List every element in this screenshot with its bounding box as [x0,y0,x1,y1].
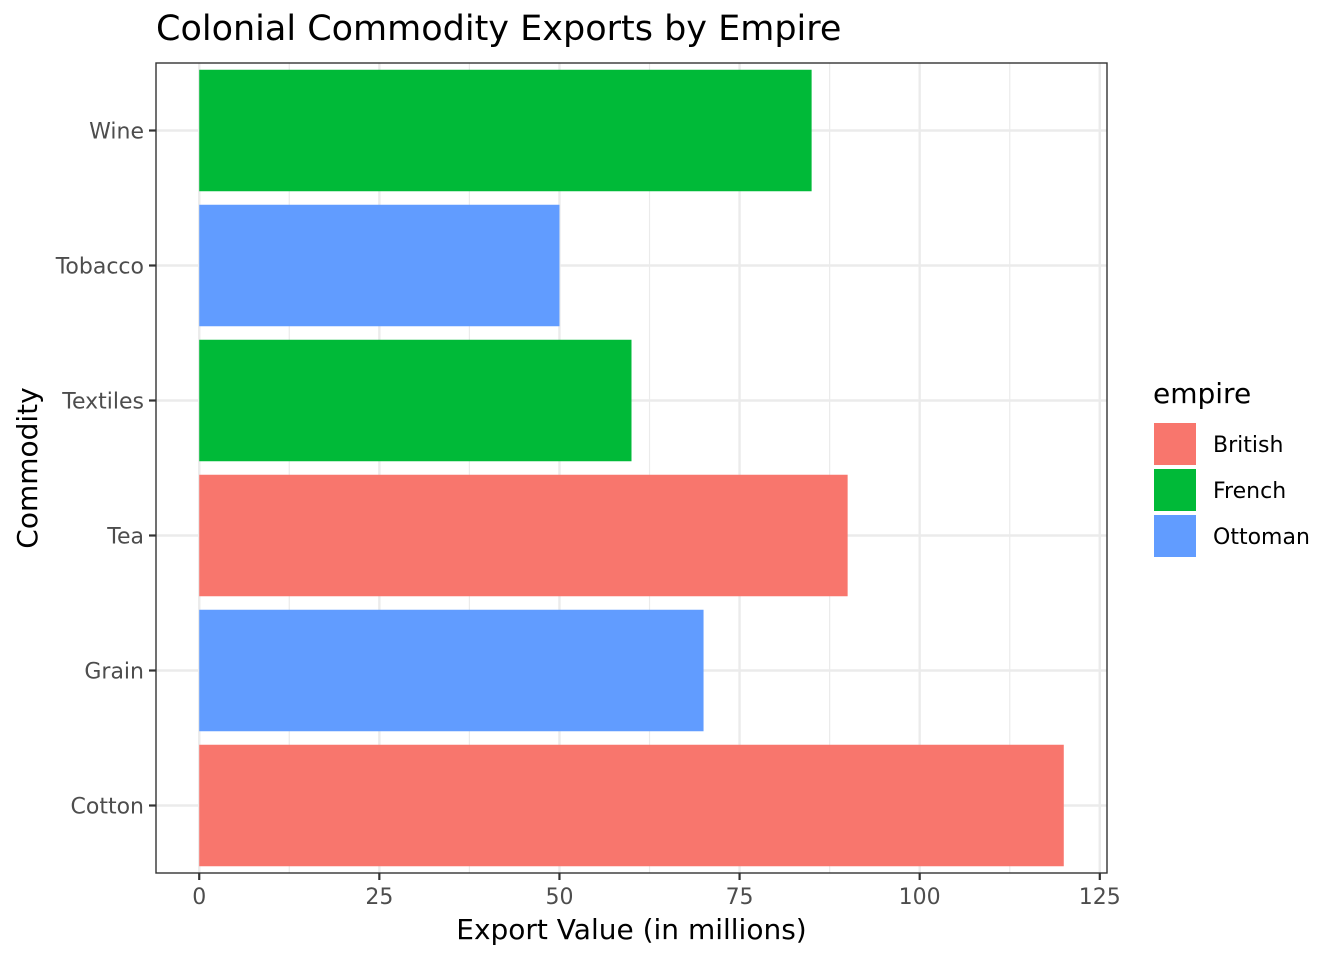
legend: empire British French Ottoman [1153,377,1310,557]
legend-label-french: French [1213,479,1286,504]
legend-label-british: British [1213,433,1283,458]
legend-title: empire [1153,377,1251,410]
bar-wine [199,69,812,192]
legend-key-french [1154,469,1196,511]
x-tick-label: 0 [192,885,206,910]
bars [199,69,1064,867]
bar-tobacco [199,204,560,327]
y-tick-label: Cotton [71,795,144,820]
y-axis-title: Commodity [11,387,44,548]
bar-textiles [199,339,632,462]
x-tick-label: 25 [365,885,393,910]
y-tick-label: Textiles [61,390,144,415]
x-tick-label: 75 [726,885,754,910]
legend-key-ottoman [1154,515,1196,557]
legend-key-british [1154,423,1196,465]
x-tick-label: 100 [899,885,941,910]
bar-grain [199,609,704,732]
x-axis: 0 25 50 75 100 125 [192,873,1121,910]
chart-title: Colonial Commodity Exports by Empire [156,9,841,49]
bar-cotton [199,744,1064,867]
legend-label-ottoman: Ottoman [1213,525,1310,550]
x-tick-label: 50 [545,885,573,910]
y-tick-label: Tobacco [55,255,144,280]
bar-tea [199,474,848,597]
y-tick-label: Wine [89,120,144,145]
plot-panel-border [155,62,1108,874]
y-tick-label: Tea [106,525,144,550]
y-tick-label: Grain [84,660,144,685]
y-axis: Cotton Grain Tea Textiles Tobacco Wine [55,120,156,820]
x-axis-title: Export Value (in millions) [456,913,806,946]
x-tick-label: 125 [1079,885,1121,910]
